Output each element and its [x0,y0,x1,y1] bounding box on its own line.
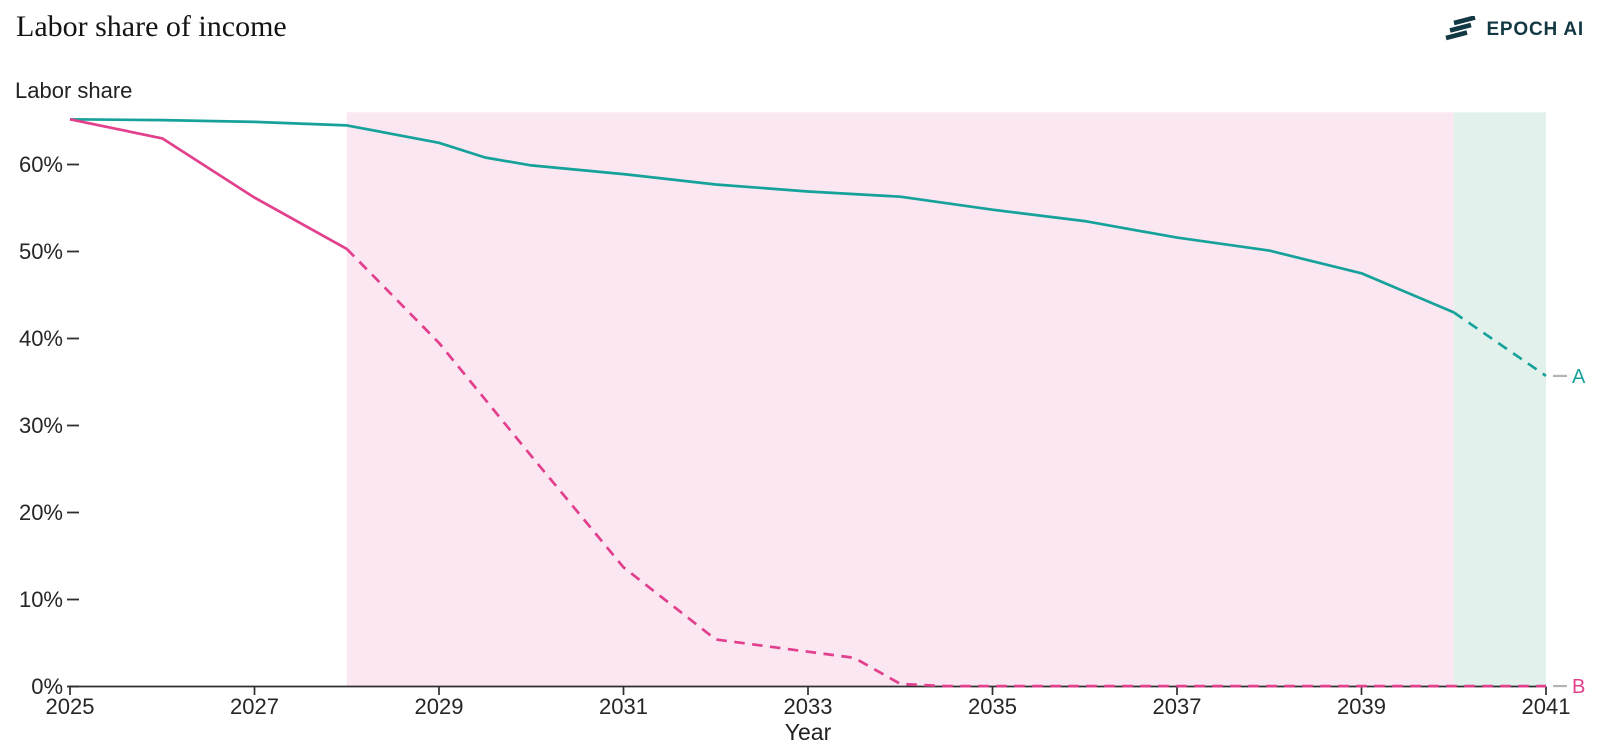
series-A-line-dashed [1453,311,1547,378]
y-tick-label: 0% [31,674,63,699]
y-axis-title: Labor share [15,78,133,103]
series-B-label: B [1572,676,1585,698]
series-B-line-dashed [345,247,1546,688]
x-tick-label: 2027 [230,694,279,719]
region-pink-band [346,112,1454,687]
x-tick-label: 2039 [1337,694,1386,719]
x-tick-label: 2025 [46,694,95,719]
x-axis-title: Year [784,719,832,742]
y-tick-label: 50% [19,239,63,264]
series-B-line-solid [69,117,348,251]
page-title: Labor share of income [16,10,287,43]
epoch-ai-logo: EPOCH AI [1445,16,1584,44]
epoch-ai-logo-icon [1445,16,1477,44]
x-tick-label: 2029 [415,694,464,719]
x-tick-label: 2037 [1153,694,1202,719]
y-tick-label: 10% [19,587,63,612]
y-tick-label: 40% [19,326,63,351]
y-tick-label: 60% [19,152,63,177]
region-mint-band [1453,112,1546,687]
x-tick-label: 2033 [784,694,833,719]
x-tick-label: 2035 [968,694,1017,719]
y-tick-label: 30% [19,413,63,438]
series-A-line-solid [69,117,1455,314]
epoch-ai-logo-text: EPOCH AI [1486,19,1584,40]
x-tick-label: 2041 [1522,694,1571,719]
x-tick-label: 2031 [599,694,648,719]
y-tick-label: 20% [19,500,63,525]
series-A-label: A [1572,366,1586,388]
